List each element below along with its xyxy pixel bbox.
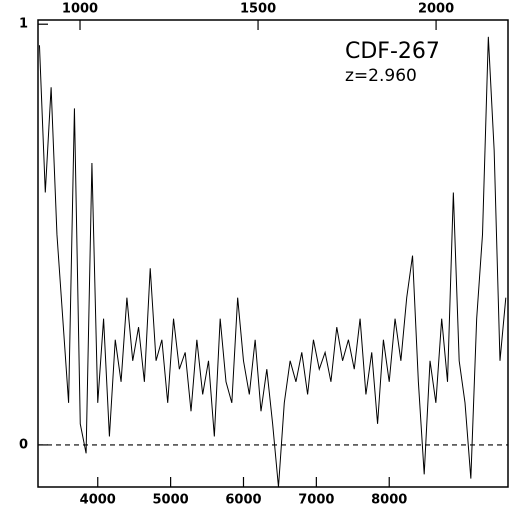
x-tick-label: 5000	[153, 493, 189, 508]
spectrum-line	[38, 36, 507, 488]
x2-tick-label: 1500	[240, 2, 276, 17]
x-tick-label: 7000	[298, 493, 334, 508]
annotation-redshift: z=2.960	[345, 66, 417, 86]
annotation-name: CDF-267	[345, 39, 440, 64]
x-tick-label: 6000	[225, 493, 261, 508]
y-tick-label: 0	[19, 437, 28, 452]
x2-tick-label: 2000	[418, 2, 454, 17]
x-tick-label: 8000	[371, 493, 407, 508]
x2-tick-label: 1000	[62, 2, 98, 17]
x-tick-label: 4000	[80, 493, 116, 508]
y-tick-label: 1	[19, 17, 28, 32]
plot-frame	[37, 19, 509, 488]
